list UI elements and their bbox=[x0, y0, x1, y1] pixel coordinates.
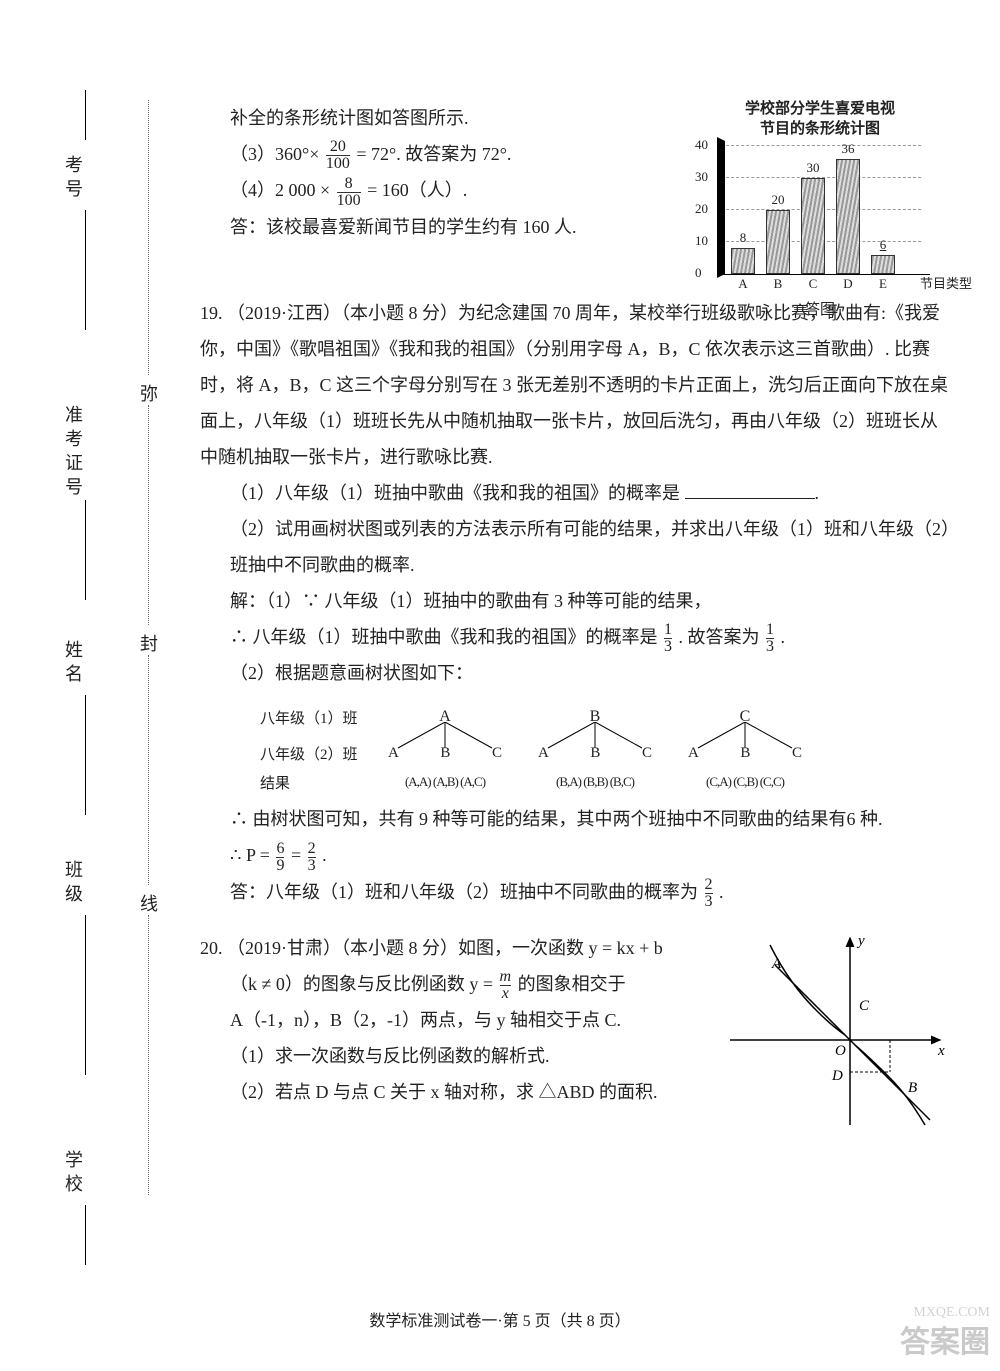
q20-p1: （1）求一次函数与反比例函数的解析式. bbox=[200, 1038, 710, 1074]
bar-chart-caption: 答图 bbox=[690, 298, 950, 319]
q19-part1: （1）八年级（1）班抽中歌曲《我和我的祖国》的概率是 . bbox=[200, 475, 950, 511]
tree-diagram: 八年级（1）班 A B C 八年级（2）班 ABC ABC ABC 结果 (A, bbox=[260, 699, 950, 793]
bar-chart: 学校部分学生喜爱电视 节目的条形统计图 0 10 20 30 40 8 A 20… bbox=[690, 100, 950, 310]
bar-D bbox=[836, 159, 860, 274]
margin-label-name: 姓名 bbox=[60, 640, 86, 688]
bar-chart-title: 学校部分学生喜爱电视 节目的条形统计图 bbox=[690, 100, 950, 139]
label-O: O bbox=[835, 1043, 846, 1059]
margin-label-examno: 考号 bbox=[60, 155, 86, 203]
q20-body2: A（-1，n），B（2，-1）两点，与 y 轴相交于点 C. bbox=[200, 1002, 710, 1038]
binding-dotted-line bbox=[148, 100, 149, 375]
page-content: 学校部分学生喜爱电视 节目的条形统计图 0 10 20 30 40 8 A 20… bbox=[200, 100, 950, 1140]
q19: 19. （2019·江西）（本小题 8 分）为纪念建国 70 周年，某校举行班级… bbox=[200, 295, 950, 910]
bar-C bbox=[801, 178, 825, 274]
q20: x y O A B C D 20. （2019·甘肃）（本小题 8 分）如图，一… bbox=[200, 930, 950, 1140]
bar-E bbox=[871, 255, 895, 274]
bar-B bbox=[766, 210, 790, 274]
label-x: x bbox=[937, 1043, 945, 1059]
binding-dotted-line bbox=[148, 655, 149, 885]
q19-sol2-p: ∴ P = 69 = 23 . bbox=[200, 837, 950, 873]
binding-char: 线 bbox=[140, 890, 158, 916]
label-A: A bbox=[771, 956, 782, 972]
binding-char: 弥 bbox=[140, 380, 158, 406]
q19-sol1: ∴ 八年级（1）班抽中歌曲《我和我的祖国》的概率是 13 . 故答案为 13 . bbox=[200, 619, 950, 655]
q19-sol-intro: 解：（1）∵ 八年级（1）班抽中的歌曲有 3 种等可能的结果， bbox=[200, 583, 950, 619]
xy-plot: x y O A B C D bbox=[720, 930, 950, 1130]
binding-column: 弥 封 线 bbox=[140, 100, 160, 1200]
margin-label-ticket: 准考证号 bbox=[60, 405, 86, 501]
margin-label-class: 班级 bbox=[60, 860, 86, 908]
answer-blank[interactable] bbox=[685, 498, 815, 499]
q19-part2: （2）试用画树状图或列表的方法表示所有可能的结果，并求出八年级（1）班和八年级（… bbox=[200, 511, 950, 583]
margin-label-school: 学校 bbox=[60, 1150, 86, 1198]
q18-answer: 答：该校最喜爱新闻节目的学生约有 160 人. bbox=[200, 209, 680, 245]
q18-step4: （4）2 000 × 8100 = 160（人）. bbox=[200, 172, 680, 208]
q18-step3: （3）360°× 20100 = 72°. 故答案为 72°. bbox=[200, 136, 680, 172]
label-C: C bbox=[859, 998, 870, 1014]
q20-body-mid: （k ≠ 0）的图象与反比例函数 y = mx 的图象相交于 bbox=[200, 966, 710, 1002]
q19-sol2-intro: （2）根据题意画树状图如下： bbox=[200, 655, 950, 691]
q19-sol2-answer: 答：八年级（1）班和八年级（2）班抽中不同歌曲的概率为 23 . bbox=[200, 874, 950, 910]
label-B: B bbox=[908, 1080, 917, 1096]
q18-completion: 补全的条形统计图如答图所示. bbox=[200, 100, 680, 136]
q20-p2: （2）若点 D 与点 C 关于 x 轴对称，求 △ABD 的面积. bbox=[200, 1074, 710, 1110]
margin-label-column: 考号 准考证号 姓名 班级 学校 bbox=[60, 100, 90, 1200]
q19-header: 19. （2019·江西）（本小题 8 分）为纪念建国 70 周年，某校举行班级… bbox=[200, 295, 950, 475]
bar-chart-axes: 0 10 20 30 40 8 A 20 B 30 C 36 D 6 E 节目类… bbox=[720, 145, 930, 275]
page-footer: 数学标准测试卷一·第 5 页（共 8 页） bbox=[0, 1307, 1000, 1331]
watermark: 答案圈 bbox=[900, 1317, 990, 1361]
binding-dotted-line bbox=[148, 915, 149, 1195]
bar-A bbox=[731, 248, 755, 274]
binding-char: 封 bbox=[140, 630, 158, 656]
bar-chart-xlabel: 节目类型 bbox=[920, 273, 972, 292]
q18-solution: 补全的条形统计图如答图所示. （3）360°× 20100 = 72°. 故答案… bbox=[200, 100, 680, 245]
label-y: y bbox=[856, 933, 865, 949]
label-D: D bbox=[831, 1068, 843, 1084]
q20-header: 20. （2019·甘肃）（本小题 8 分）如图，一次函数 y = kx + b bbox=[200, 930, 710, 966]
xy-plot-svg: x y O A B C D bbox=[720, 930, 950, 1130]
binding-dotted-line bbox=[148, 405, 149, 625]
q19-sol2-body: ∴ 由树状图可知，共有 9 种等可能的结果，其中两个班抽中不同歌曲的结果有6 种… bbox=[200, 801, 950, 837]
